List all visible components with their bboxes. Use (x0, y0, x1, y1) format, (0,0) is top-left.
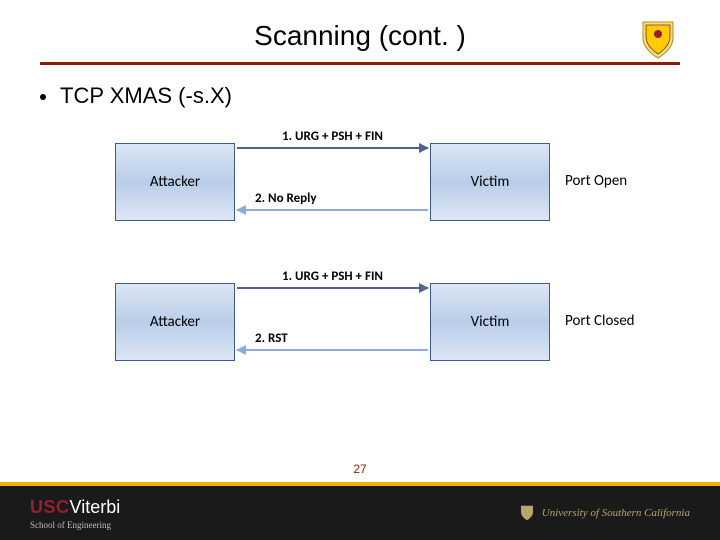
usc-mark: USC (30, 497, 70, 517)
footer-right: University of Southern California (520, 505, 690, 521)
message-label: 1. URG + PSH + FIN (247, 129, 418, 144)
port-state-label: Port Open (565, 172, 627, 190)
attacker-box: Attacker (115, 283, 235, 361)
arrow-right-icon (237, 287, 428, 289)
message-label: 1. URG + PSH + FIN (247, 269, 418, 284)
title-rule (40, 62, 680, 65)
arrow-left-icon (237, 209, 428, 211)
message-label: 2. RST (255, 331, 426, 346)
arrow-left-icon (237, 349, 428, 351)
victim-box: Victim (430, 283, 550, 361)
message-label: 2. No Reply (255, 191, 426, 206)
bullet-text: TCP XMAS (-s.X) (60, 83, 232, 108)
slide-title: Scanning (cont. ) (254, 20, 466, 52)
mini-shield-icon (520, 505, 534, 521)
usc-shield-icon (641, 20, 675, 65)
arrow-right-icon (237, 147, 428, 149)
university-name: University of Southern California (542, 507, 690, 519)
page-number: 27 (353, 462, 366, 476)
victim-box: Victim (430, 143, 550, 221)
school-name: School of Engineering (30, 520, 120, 530)
viterbi-mark: Viterbi (70, 497, 121, 517)
scenario: Attacker Victim Port Closed 1. URG + PSH + … (0, 267, 720, 377)
footer-bar: USCViterbi School of Engineering Univers… (0, 482, 720, 540)
bullet-dot-icon (40, 94, 46, 100)
diagram-area: Attacker Victim Port Open 1. URG + PSH + FI… (0, 127, 720, 377)
usc-logo-text: USCViterbi (30, 497, 120, 518)
footer-left: USCViterbi School of Engineering (30, 497, 120, 530)
bullet-item: TCP XMAS (-s.X) (40, 83, 720, 109)
port-state-label: Port Closed (565, 312, 635, 330)
attacker-box: Attacker (115, 143, 235, 221)
scenario: Attacker Victim Port Open 1. URG + PSH + FI… (0, 127, 720, 237)
